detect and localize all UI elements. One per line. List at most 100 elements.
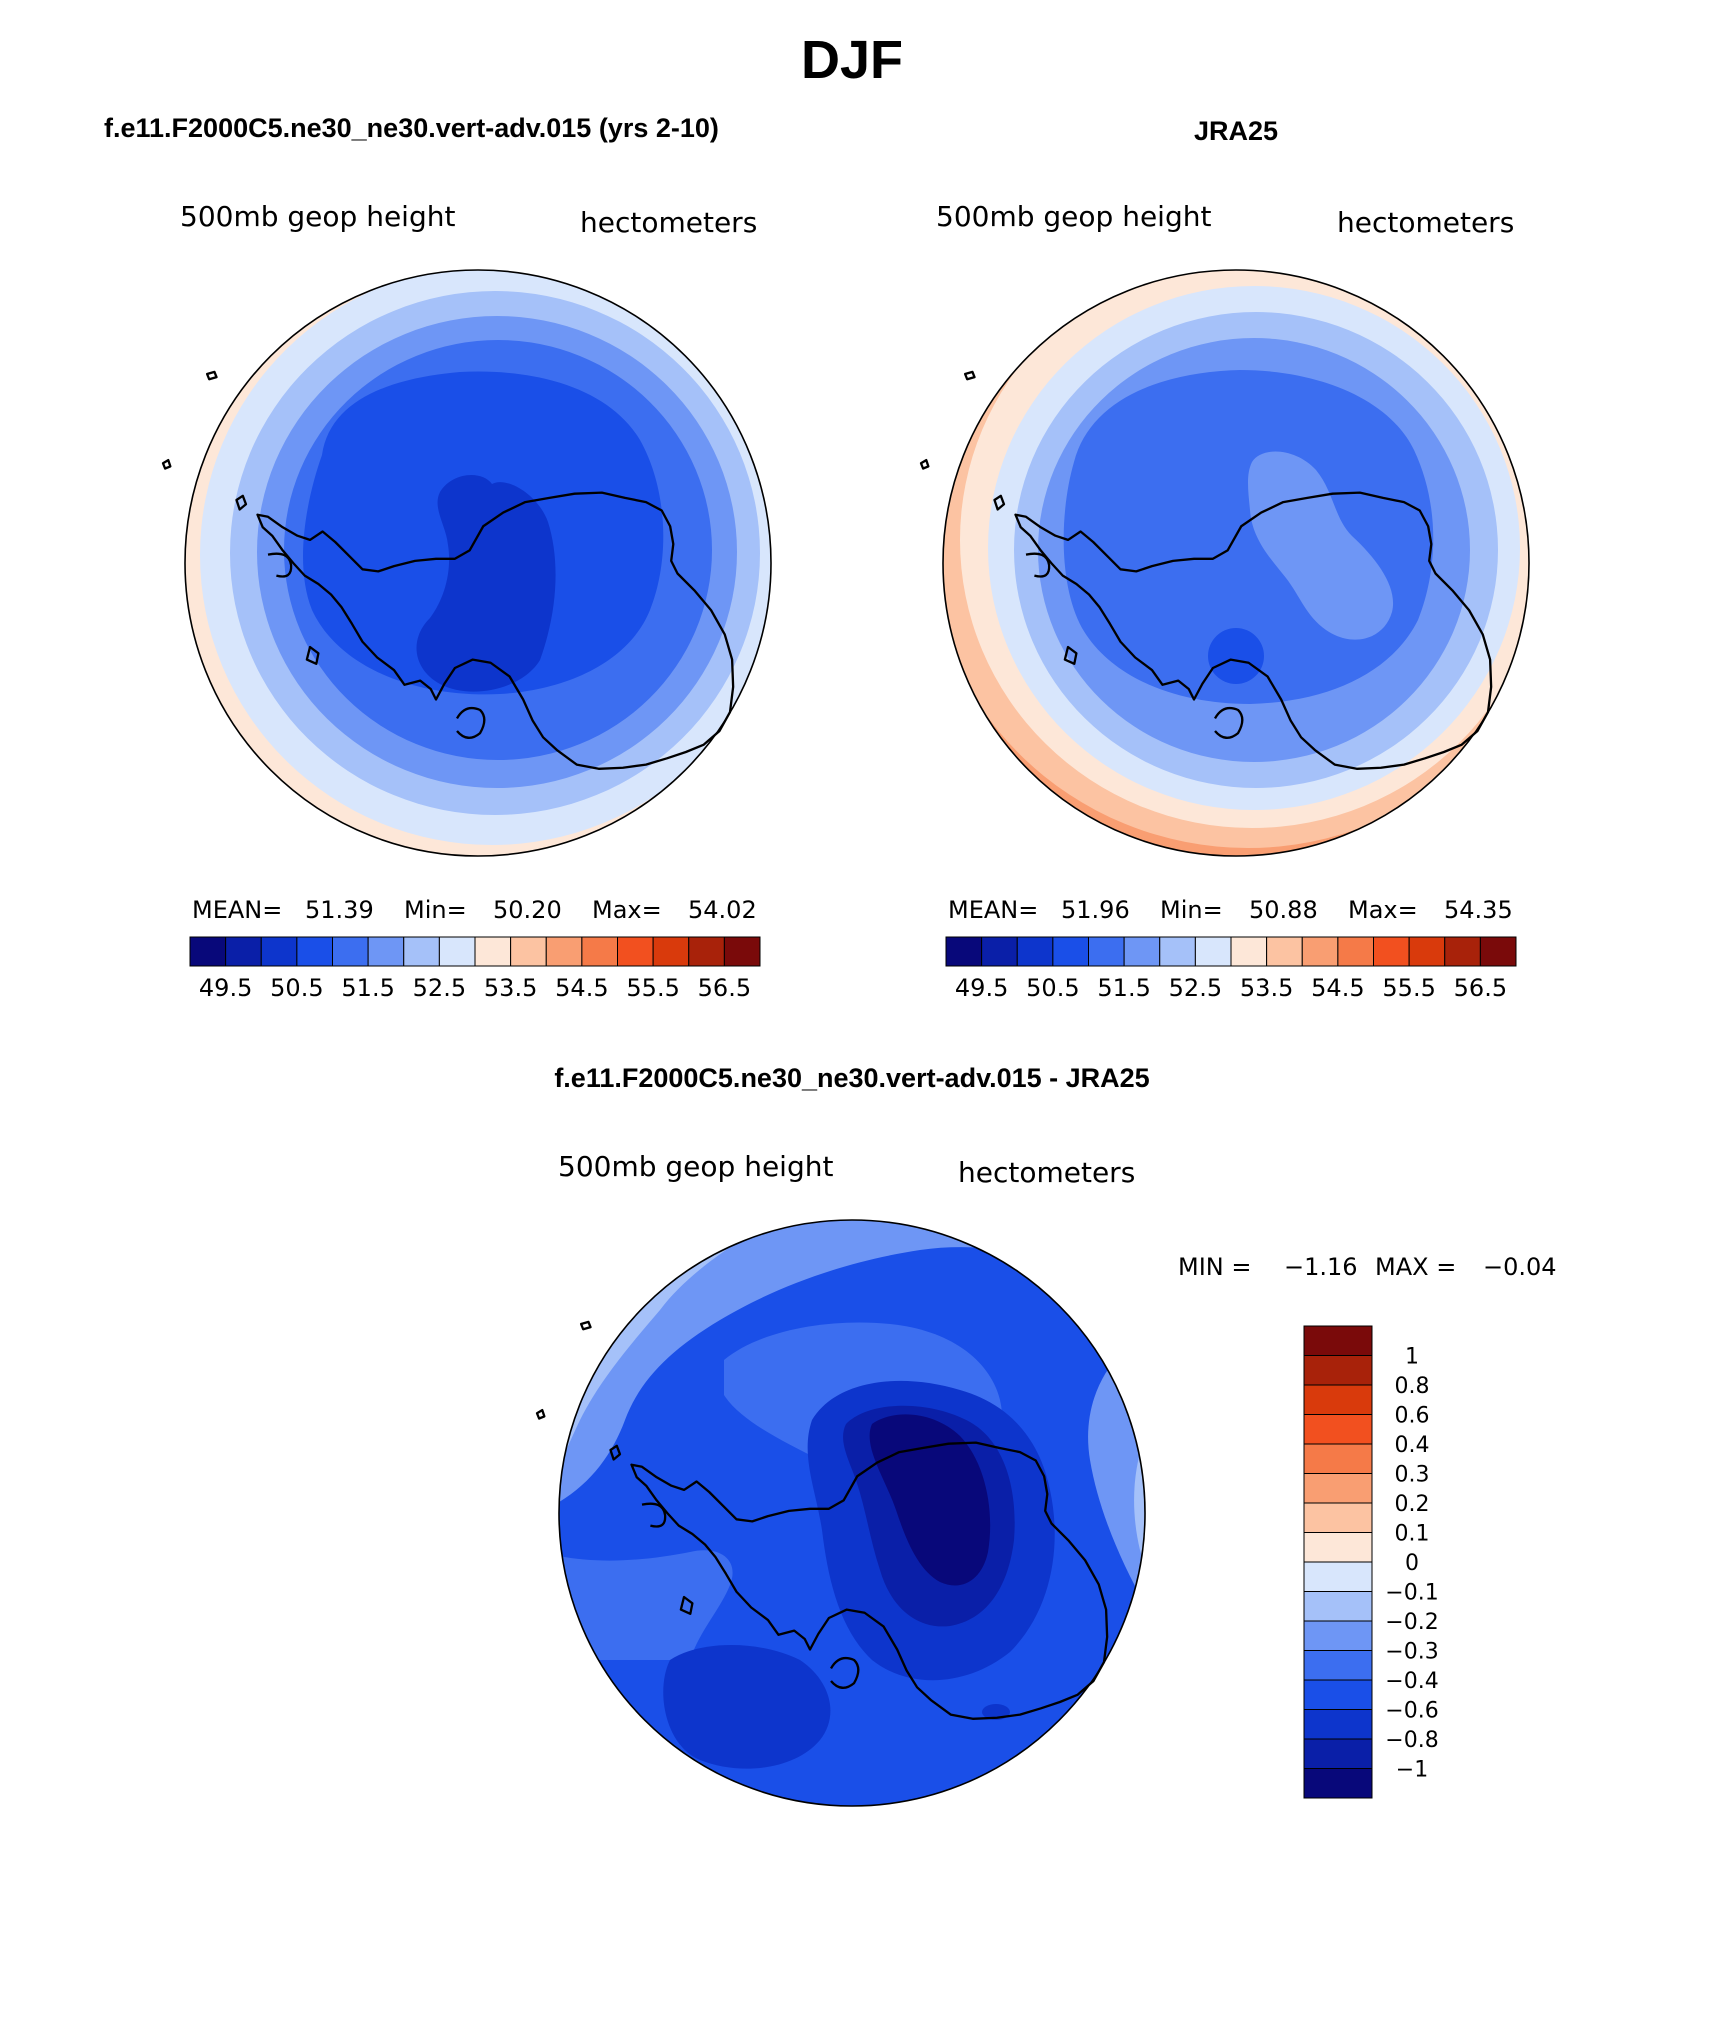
obs-colorbar: 49.5 50.5 51.5 52.5 53.5 54.5 55.5 56.5 [945,936,1517,1002]
obs-colorbar-swatch [1408,936,1446,967]
diff-colorbar-swatch [1303,1384,1373,1415]
obs-max-value: 54.35 [1444,896,1513,924]
diff-max-value: −0.04 [1483,1253,1557,1281]
model-panel-heading: f.e11.F2000C5.ne30_ne30.vert-adv.015 (yr… [104,113,719,143]
model-colorbar-tick-label: 50.5 [270,974,323,1002]
diff-colorbar-swatch [1303,1620,1373,1651]
obs-colorbar-tick-label: 55.5 [1382,974,1435,1002]
diff-stats: MIN = −1.16 MAX = −0.04 [1178,1253,1557,1281]
obs-colorbar-swatch [981,936,1018,967]
model-colorbar-tick-label: 52.5 [413,974,466,1002]
diff-colorbar-swatch [1303,1650,1373,1681]
diff-colorbar-tick-label: −0.2 [1385,1610,1438,1635]
obs-colorbar-swatch [1123,936,1161,967]
diff-colorbar-tick-label: 0.1 [1395,1522,1430,1547]
obs-colorbar-swatch [1266,936,1303,967]
obs-min-value: 50.88 [1249,896,1318,924]
model-colorbar-tick-label: 56.5 [698,974,751,1002]
model-colorbar-swatch [332,936,369,967]
diff-colorbar-tick-label: −0.1 [1385,1581,1438,1606]
diff-colorbar-swatch [1303,1738,1373,1769]
obs-colorbar-swatch [1479,936,1517,967]
diff-colorbar-swatch [1303,1443,1373,1474]
model-stats: MEAN= 51.39 Min= 50.20 Max= 54.02 [192,896,757,924]
diff-colorbar-tick-label: −0.3 [1385,1640,1438,1665]
model-colorbar-swatch [438,936,476,967]
obs-colorbar-swatch [1301,936,1339,967]
obs-stats: MEAN= 51.96 Min= 50.88 Max= 54.35 [948,896,1513,924]
obs-panel-heading: JRA25 [1194,116,1278,146]
model-max-label: Max= [592,896,662,924]
model-colorbar-swatch [260,936,298,967]
diff-colorbar: 1 0.8 0.6 0.4 0.3 0.2 0.1 0 −0.1 −0.2 −0.3 −0.4 −0.6… [1303,1325,1439,1799]
model-mean-value: 51.39 [305,896,374,924]
obs-colorbar-swatch [1337,936,1374,967]
diff-variable-label: 500mb geop height [558,1150,833,1183]
diff-colorbar-swatch [1303,1325,1373,1356]
model-variable-label: 500mb geop height [180,200,455,233]
diff-colorbar-tick-label: 0.4 [1395,1433,1430,1458]
obs-variable-label: 500mb geop height [936,200,1211,233]
diff-colorbar-swatch [1303,1502,1373,1533]
obs-colorbar-swatch [1159,936,1196,967]
model-colorbar-swatch [403,936,440,967]
model-colorbar-swatch [510,936,547,967]
model-colorbar-swatch [652,936,690,967]
model-colorbar-swatch [723,936,761,967]
model-max-value: 54.02 [688,896,757,924]
model-colorbar-swatch [367,936,405,967]
diff-colorbar-tick-label: 0.8 [1395,1374,1430,1399]
model-colorbar-swatch [617,936,654,967]
obs-units-label: hectometers [1337,206,1514,239]
diff-map [535,1219,1146,1807]
model-colorbar-swatch [189,936,227,967]
obs-min-label: Min= [1160,896,1223,924]
diff-colorbar-tick-label: 1 [1405,1345,1419,1370]
obs-colorbar-swatch [1194,936,1232,967]
model-units-label: hectometers [580,206,757,239]
diff-min-value: −1.16 [1284,1253,1358,1281]
diff-colorbar-tick-label: 0.6 [1395,1404,1430,1429]
diff-colorbar-swatch [1303,1414,1373,1445]
obs-colorbar-swatch [1052,936,1089,967]
model-colorbar-swatch [688,936,725,967]
diff-colorbar-swatch [1303,1709,1373,1740]
diff-colorbar-swatch [1303,1473,1373,1504]
obs-colorbar-tick-label: 56.5 [1454,974,1507,1002]
diff-colorbar-tick-label: −1 [1396,1758,1428,1783]
model-mean-label: MEAN= [192,896,282,924]
diff-colorbar-tick-label: −0.6 [1385,1699,1438,1724]
diff-colorbar-swatch [1303,1355,1373,1386]
model-colorbar-swatch [225,936,262,967]
model-min-label: Min= [404,896,467,924]
diff-colorbar-tick-label: 0.3 [1395,1463,1430,1488]
model-colorbar-swatch [545,936,583,967]
model-colorbar-swatch [581,936,618,967]
diff-colorbar-tick-label: −0.8 [1385,1728,1438,1753]
obs-colorbar-swatch [1016,936,1054,967]
obs-colorbar-swatch [1373,936,1410,967]
model-colorbar-tick-label: 55.5 [626,974,679,1002]
obs-colorbar-swatch [1230,936,1268,967]
obs-mean-label: MEAN= [948,896,1038,924]
figure-title: DJF [801,30,903,90]
diff-colorbar-tick-label: −0.4 [1385,1669,1438,1694]
model-colorbar-swatch [296,936,333,967]
diff-colorbar-swatch [1303,1768,1373,1799]
diff-colorbar-tick-label: 0 [1405,1551,1419,1576]
model-colorbar-tick-label: 51.5 [341,974,394,1002]
diff-units-label: hectometers [958,1156,1135,1189]
diff-colorbar-swatch [1303,1532,1373,1563]
obs-mean-value: 51.96 [1061,896,1130,924]
obs-colorbar-tick-label: 50.5 [1026,974,1079,1002]
obs-colorbar-swatch [1444,936,1481,967]
diff-max-label: MAX = [1375,1253,1456,1281]
obs-colorbar-tick-label: 54.5 [1311,974,1364,1002]
obs-max-label: Max= [1348,896,1418,924]
diff-min-label: MIN = [1178,1253,1251,1281]
model-map [161,269,772,857]
obs-colorbar-tick-label: 49.5 [955,974,1008,1002]
model-min-value: 50.20 [493,896,562,924]
